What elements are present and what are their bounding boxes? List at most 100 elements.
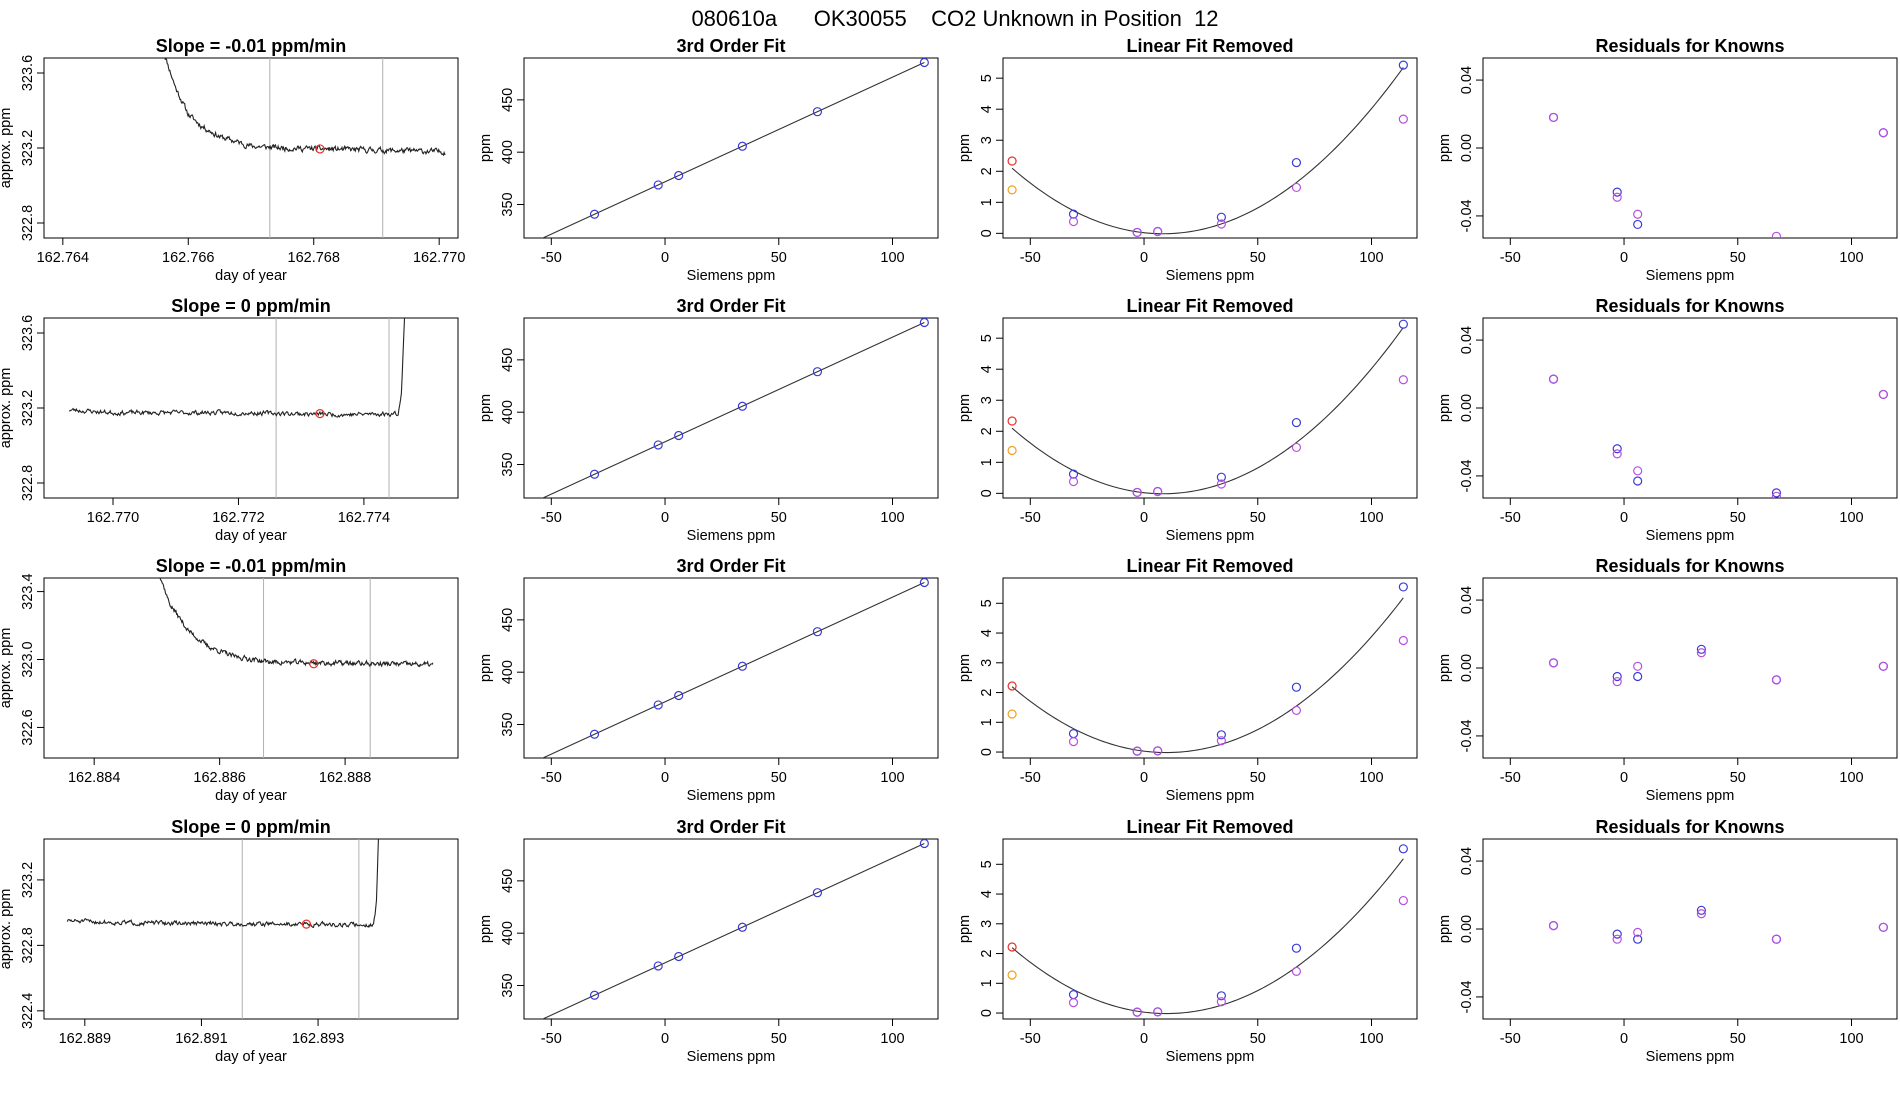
data-point: [1398, 114, 1408, 124]
plot-frame: [523, 57, 939, 239]
plot-area: [69, 318, 406, 498]
data-point: [1548, 374, 1559, 384]
data-point: [1068, 737, 1079, 747]
y-tick-label: 350: [500, 973, 516, 997]
y-tick-label: 322.8: [20, 465, 36, 501]
x-axis-label: Siemens ppm: [687, 528, 776, 544]
panel-grid: Slope = -0.01 ppm/min 162.764 162.766 162.7…: [0, 36, 1898, 1065]
data-point: [1132, 227, 1142, 238]
y-tick-label: 400: [500, 921, 516, 945]
data-point: [1216, 736, 1226, 746]
plot-area: [1007, 582, 1408, 756]
y-axis-label: ppm: [957, 394, 973, 422]
data-point: [1132, 746, 1142, 756]
fit-curve: [541, 62, 925, 238]
plot-frame: [1482, 317, 1898, 499]
x-tick-label: 162.774: [338, 510, 390, 526]
x-tick-label: 0: [1620, 770, 1628, 786]
y-tick-label: 350: [500, 192, 516, 216]
panel-title: Slope = -0.01 ppm/min: [156, 36, 347, 56]
x-tick-label: -50: [541, 1031, 562, 1047]
panel-title: Residuals for Knowns: [1595, 36, 1784, 56]
data-point: [1398, 895, 1408, 906]
data-point: [589, 469, 600, 479]
data-point: [1398, 844, 1408, 854]
data-point: [1612, 187, 1622, 197]
y-axis-label: ppm: [1437, 915, 1453, 943]
y-axis-label: approx. ppm: [0, 889, 14, 970]
y-tick-label: 322.8: [20, 927, 36, 963]
x-tick-label: 100: [1839, 1031, 1863, 1047]
x-tick-label: -50: [1500, 1031, 1521, 1047]
panel-title: 3rd Order Fit: [676, 36, 785, 56]
plot-area: [164, 58, 446, 238]
y-tick-label: 4: [979, 890, 995, 898]
panel-title: 3rd Order Fit: [676, 296, 785, 316]
data-point: [1398, 319, 1408, 329]
panel-title: 3rd Order Fit: [676, 556, 785, 576]
y-tick-label: 322.8: [20, 205, 36, 241]
data-point: [1291, 417, 1302, 428]
data-point: [1132, 487, 1142, 498]
panel-p4: Residuals for Knowns -50 0 50 100 -0.04 0.00 0.…: [1437, 36, 1898, 284]
panel-title: 3rd Order Fit: [676, 817, 785, 837]
plot-area: [1007, 60, 1408, 238]
y-tick-label: 350: [500, 712, 516, 736]
x-tick-label: 0: [661, 250, 669, 266]
x-tick-label: 162.886: [193, 770, 245, 786]
data-point: [1068, 990, 1079, 1000]
data-point: [812, 367, 823, 377]
plot-frame: [43, 317, 459, 499]
data-point: [1878, 661, 1888, 671]
data-point: [737, 661, 747, 671]
data-point: [1771, 231, 1782, 238]
data-point: [1153, 226, 1163, 237]
x-tick-label: 162.884: [68, 770, 120, 786]
panel-title: Linear Fit Removed: [1126, 36, 1293, 56]
data-point: [1612, 929, 1622, 939]
y-tick-label: 323.4: [20, 573, 36, 609]
y-tick-label: 1: [979, 458, 995, 466]
data-point: [1291, 966, 1302, 976]
y-tick-label: 0.00: [1459, 134, 1475, 162]
x-tick-label: -50: [1020, 510, 1041, 526]
x-tick-label: 162.764: [37, 250, 89, 266]
plot-area: [159, 578, 434, 758]
data-point: [1398, 60, 1408, 70]
x-axis-label: Siemens ppm: [1646, 1049, 1735, 1065]
panel-p5: Slope = 0 ppm/min 162.770 162.772 162.774 32…: [0, 296, 459, 544]
data-point: [919, 318, 929, 328]
panel-p15: Linear Fit Removed -50 0 50 100 0 1 2 3 4 5 Siemens…: [957, 817, 1418, 1065]
data-point: [1612, 676, 1622, 687]
data-point: [1612, 192, 1622, 202]
data-point: [737, 141, 747, 151]
data-point: [1398, 375, 1408, 385]
panel-title: Linear Fit Removed: [1126, 817, 1293, 837]
data-point: [529, 499, 537, 507]
x-tick-label: 50: [771, 250, 787, 266]
x-tick-label: 0: [1620, 510, 1628, 526]
y-axis-label: approx. ppm: [0, 368, 14, 449]
x-axis-label: Siemens ppm: [1166, 528, 1255, 544]
x-tick-label: 50: [1250, 250, 1266, 266]
x-tick-label: 50: [1730, 250, 1746, 266]
x-tick-label: 0: [1140, 510, 1148, 526]
fit-curve: [1011, 597, 1404, 754]
x-axis-label: Siemens ppm: [1166, 268, 1255, 284]
x-tick-label: -50: [1020, 250, 1041, 266]
data-point: [1291, 157, 1302, 168]
y-tick-label: -0.04: [1459, 459, 1475, 492]
x-tick-label: 162.893: [292, 1031, 344, 1047]
x-tick-label: -50: [541, 510, 562, 526]
data-point: [1291, 943, 1302, 953]
x-tick-label: -50: [1500, 770, 1521, 786]
data-point: [529, 759, 537, 767]
y-tick-label: 1: [979, 979, 995, 987]
plot-frame: [1482, 838, 1898, 1020]
x-tick-label: 0: [1140, 1031, 1148, 1047]
data-point: [1068, 216, 1079, 227]
x-tick-label: 0: [661, 770, 669, 786]
data-point: [1633, 209, 1643, 219]
data-point: [1007, 970, 1017, 980]
data-point: [653, 961, 663, 971]
